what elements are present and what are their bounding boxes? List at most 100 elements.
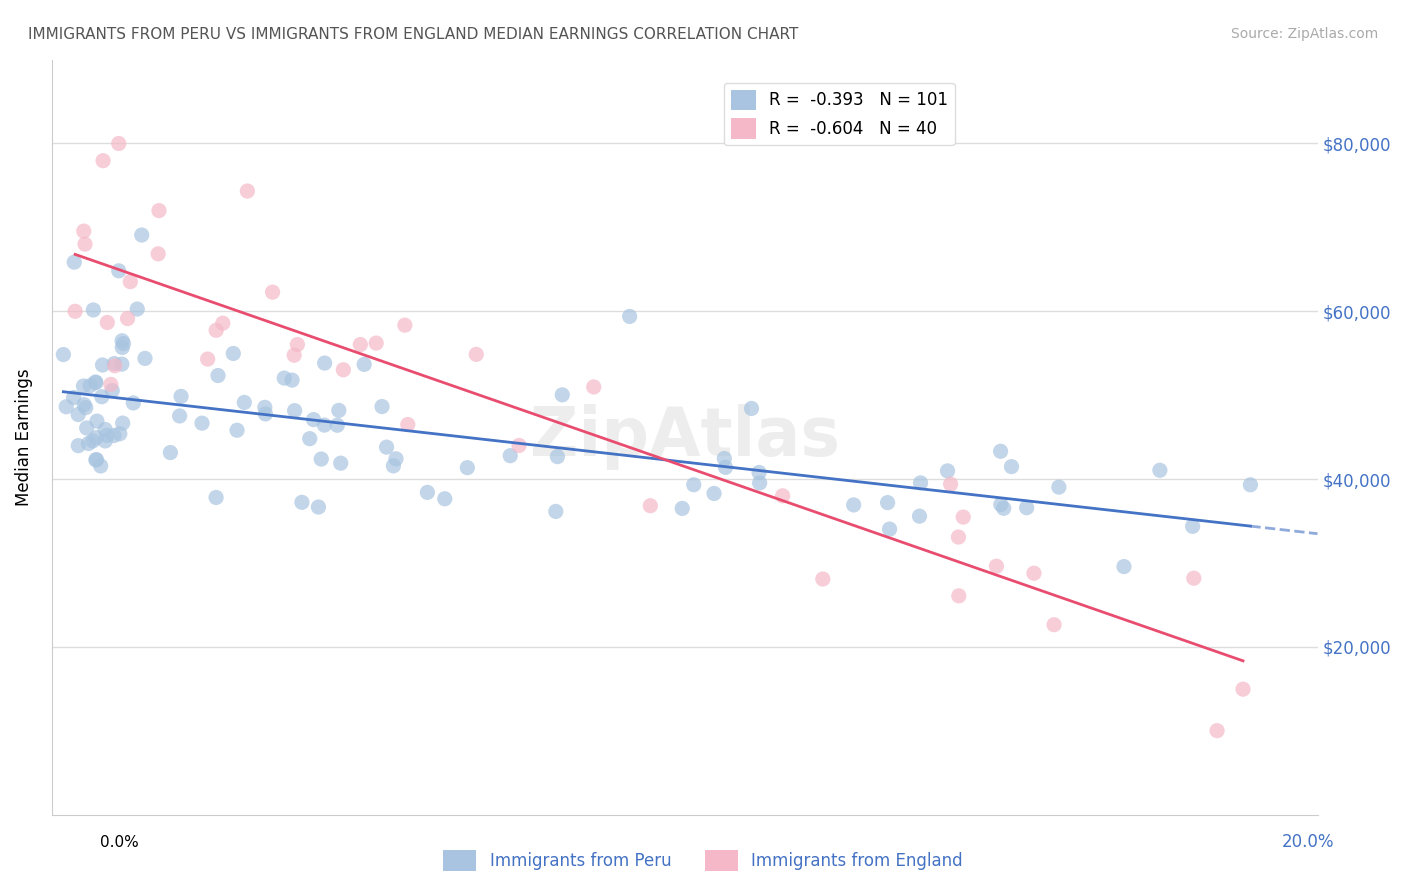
- Point: [1182, 571, 1205, 585]
- Point: [990, 444, 1012, 458]
- Point: [148, 203, 170, 218]
- Point: [375, 440, 398, 454]
- Point: [1000, 459, 1022, 474]
- Point: [1232, 682, 1254, 697]
- Point: [546, 450, 568, 464]
- Point: [96, 316, 118, 330]
- Point: [159, 445, 181, 459]
- Point: [169, 409, 191, 423]
- Point: [101, 384, 124, 398]
- Point: [283, 348, 305, 362]
- Point: [309, 452, 332, 467]
- Point: [328, 403, 350, 417]
- Point: [107, 264, 129, 278]
- Text: IMMIGRANTS FROM PERU VS IMMIGRANTS FROM ENGLAND MEDIAN EARNINGS CORRELATION CHAR: IMMIGRANTS FROM PERU VS IMMIGRANTS FROM …: [28, 27, 799, 42]
- Point: [366, 336, 388, 351]
- Point: [146, 247, 169, 261]
- Point: [811, 572, 834, 586]
- Point: [582, 380, 605, 394]
- Point: [90, 390, 112, 404]
- Point: [353, 358, 375, 372]
- Point: [499, 449, 522, 463]
- Point: [103, 357, 125, 371]
- Point: [222, 346, 245, 360]
- Point: [1015, 500, 1038, 515]
- Point: [205, 491, 228, 505]
- Point: [1239, 478, 1261, 492]
- Point: [332, 363, 354, 377]
- Point: [91, 153, 114, 168]
- Point: [314, 356, 336, 370]
- Point: [1206, 723, 1229, 738]
- Point: [84, 375, 107, 389]
- Point: [73, 224, 96, 238]
- Point: [94, 434, 117, 448]
- Point: [111, 334, 134, 348]
- Point: [104, 359, 127, 373]
- Legend: Immigrants from Peru, Immigrants from England: Immigrants from Peru, Immigrants from En…: [436, 844, 970, 878]
- Point: [371, 400, 394, 414]
- Point: [84, 452, 107, 467]
- Point: [671, 501, 693, 516]
- Point: [993, 501, 1015, 516]
- Point: [1112, 559, 1135, 574]
- Point: [67, 408, 90, 422]
- Point: [120, 275, 142, 289]
- Point: [329, 456, 352, 470]
- Point: [94, 423, 117, 437]
- Point: [82, 303, 104, 318]
- Point: [740, 401, 762, 416]
- Point: [52, 347, 75, 361]
- Point: [1043, 617, 1066, 632]
- Point: [273, 371, 295, 385]
- Point: [948, 589, 970, 603]
- Point: [682, 477, 704, 491]
- Point: [551, 388, 574, 402]
- Point: [619, 310, 641, 324]
- Point: [254, 407, 277, 421]
- Point: [908, 509, 931, 524]
- Point: [382, 458, 405, 473]
- Point: [100, 377, 122, 392]
- Point: [96, 428, 118, 442]
- Point: [84, 431, 107, 445]
- Point: [226, 423, 249, 437]
- Point: [990, 498, 1012, 512]
- Point: [73, 398, 96, 412]
- Point: [986, 559, 1008, 574]
- Point: [63, 304, 86, 318]
- Point: [910, 475, 932, 490]
- Point: [948, 530, 970, 544]
- Point: [394, 318, 416, 333]
- Point: [640, 499, 662, 513]
- Point: [287, 337, 309, 351]
- Point: [262, 285, 284, 300]
- Point: [703, 486, 725, 500]
- Point: [416, 485, 439, 500]
- Point: [108, 426, 131, 441]
- Point: [103, 428, 125, 442]
- Point: [77, 436, 100, 450]
- Point: [842, 498, 865, 512]
- Point: [112, 336, 135, 351]
- Point: [544, 504, 567, 518]
- Point: [879, 522, 901, 536]
- Point: [73, 237, 96, 252]
- Point: [385, 451, 408, 466]
- Point: [117, 311, 139, 326]
- Point: [748, 466, 770, 480]
- Text: 0.0%: 0.0%: [100, 836, 139, 850]
- Point: [197, 352, 219, 367]
- Point: [396, 417, 419, 432]
- Point: [302, 412, 325, 426]
- Point: [713, 451, 735, 466]
- Text: Source: ZipAtlas.com: Source: ZipAtlas.com: [1230, 27, 1378, 41]
- Point: [233, 395, 256, 409]
- Point: [82, 434, 104, 448]
- Point: [298, 432, 321, 446]
- Point: [72, 379, 94, 393]
- Point: [508, 438, 530, 452]
- Point: [211, 316, 233, 330]
- Y-axis label: Median Earnings: Median Earnings: [15, 368, 32, 506]
- Point: [465, 347, 488, 361]
